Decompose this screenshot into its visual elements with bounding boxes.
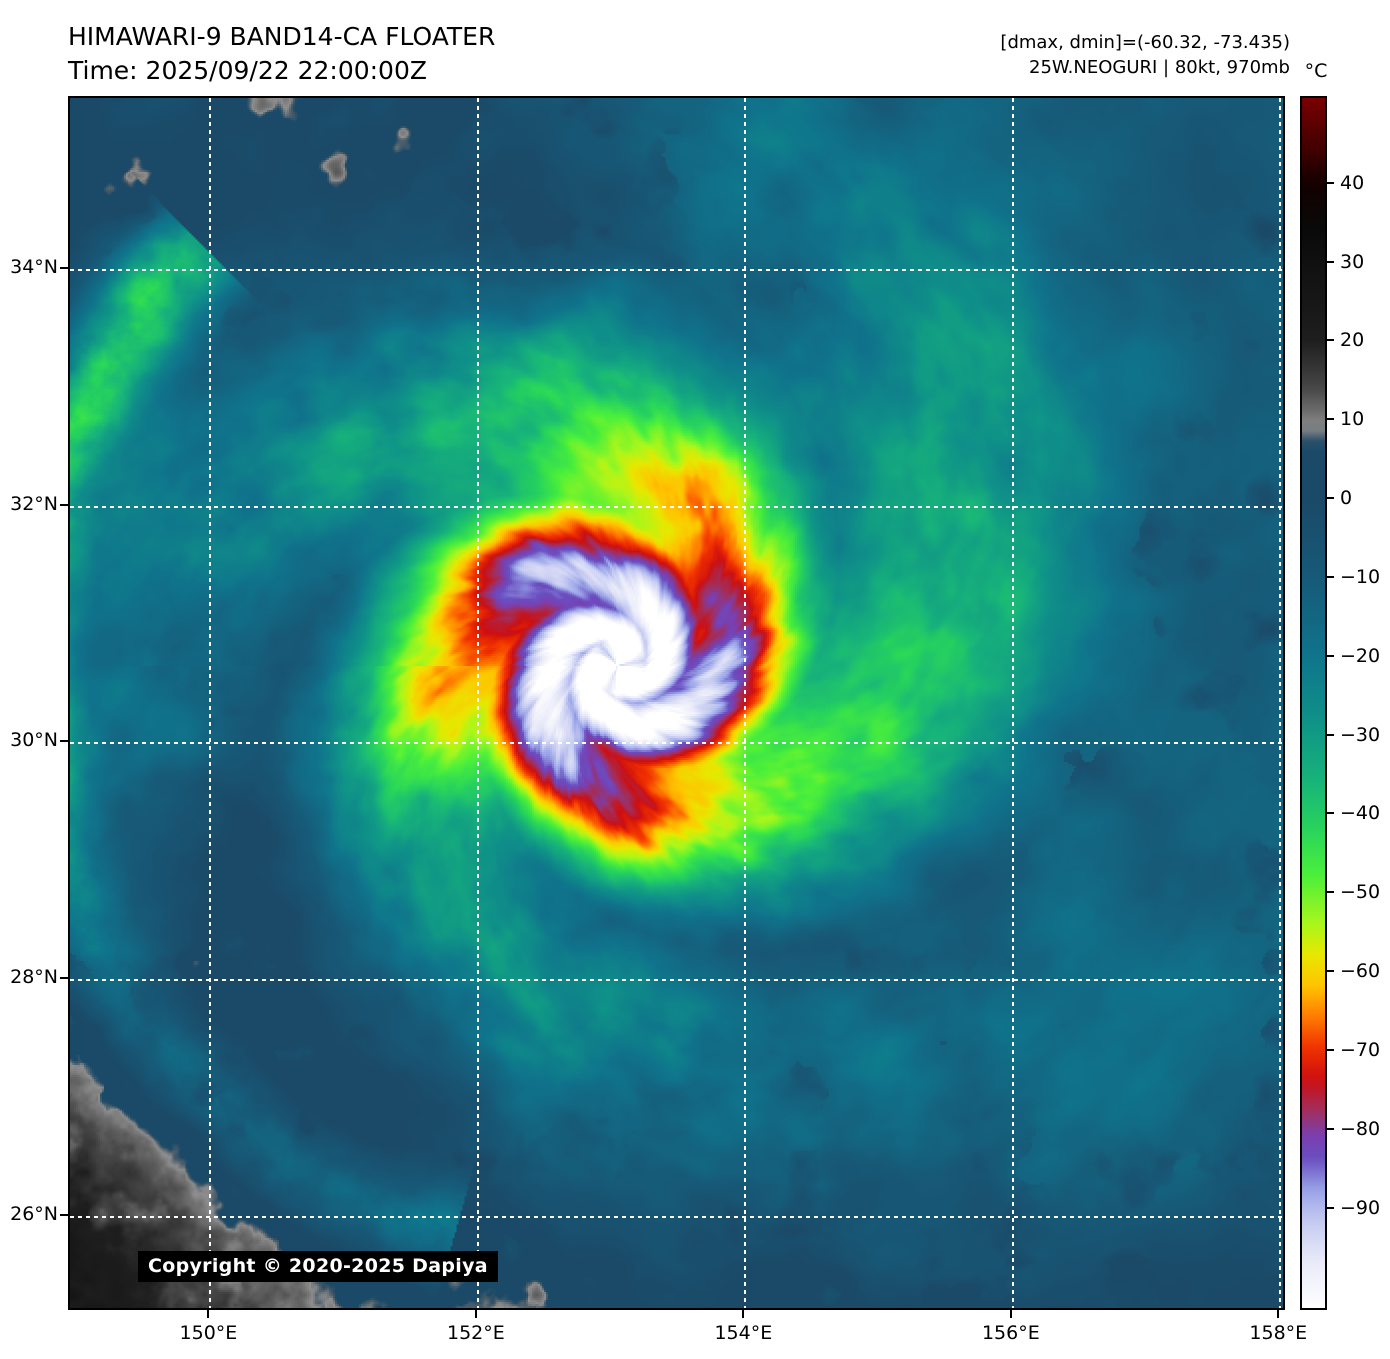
colorbar-tick-label: 30 <box>1340 250 1365 273</box>
colorbar-tick-label: −60 <box>1340 960 1381 983</box>
colorbar[interactable] <box>1300 96 1327 1310</box>
lat-tick-label: 34°N <box>10 255 58 278</box>
colorbar-tick-mark <box>1327 497 1334 500</box>
lon-tick-label: 152°E <box>447 1322 505 1344</box>
lat-tick-label: 28°N <box>10 966 58 989</box>
lat-tick-mark <box>60 1214 68 1217</box>
lon-tick-mark <box>1277 1310 1280 1318</box>
satellite-imagery-canvas <box>70 98 1283 1308</box>
colorbar-tick-label: 0 <box>1340 487 1353 510</box>
colorbar-tick-mark <box>1327 260 1334 263</box>
colorbar-tick-mark <box>1327 1127 1334 1130</box>
header-right: [dmax, dmin]=(-60.32, -73.435) 25W.NEOGU… <box>1000 30 1290 80</box>
colorbar-tick-label: −30 <box>1340 723 1381 746</box>
colorbar-unit-label: °C <box>1304 60 1328 82</box>
colorbar-tick-label: 20 <box>1340 329 1365 352</box>
colorbar-tick-mark <box>1327 181 1334 184</box>
lon-tick-label: 156°E <box>981 1322 1040 1344</box>
colorbar-tick-mark <box>1327 970 1334 973</box>
colorbar-tick-mark <box>1327 891 1334 894</box>
lat-tick-mark <box>60 266 68 269</box>
copyright-badge: Copyright © 2020-2025 Dapiya <box>138 1251 498 1282</box>
lat-tick-label: 30°N <box>10 729 58 752</box>
lat-tick-label: 26°N <box>10 1203 58 1226</box>
timestamp: Time: 2025/09/22 22:00:00Z <box>68 56 427 85</box>
colorbar-tick-mark <box>1327 1048 1334 1051</box>
lon-tick-label: 158°E <box>1249 1322 1308 1344</box>
colorbar-tick-label: −80 <box>1340 1117 1381 1140</box>
dminmax-readout: [dmax, dmin]=(-60.32, -73.435) <box>1000 32 1290 53</box>
lat-tick-mark <box>60 740 68 743</box>
colorbar-tick-label: 40 <box>1340 171 1365 194</box>
colorbar-gradient <box>1300 96 1327 1310</box>
lat-tick-mark <box>60 977 68 980</box>
lon-tick-mark <box>742 1310 745 1318</box>
colorbar-tick-mark <box>1327 812 1334 815</box>
lat-tick-mark <box>60 503 68 506</box>
colorbar-tick-mark <box>1327 339 1334 342</box>
colorbar-tick-label: −90 <box>1340 1196 1381 1219</box>
lon-tick-label: 154°E <box>714 1322 773 1344</box>
colorbar-tick-mark <box>1327 575 1334 578</box>
colorbar-tick-mark <box>1327 418 1334 421</box>
colorbar-tick-mark <box>1327 654 1334 657</box>
colorbar-tick-label: −50 <box>1340 881 1381 904</box>
lon-tick-mark <box>1009 1310 1012 1318</box>
colorbar-tick-label: −10 <box>1340 565 1381 588</box>
colorbar-tick-label: −20 <box>1340 644 1381 667</box>
lat-tick-label: 32°N <box>10 492 58 515</box>
satellite-image-plot[interactable]: Copyright © 2020-2025 Dapiya <box>68 96 1285 1310</box>
colorbar-tick-mark <box>1327 1206 1334 1209</box>
lon-tick-mark <box>207 1310 210 1318</box>
page-title: HIMAWARI-9 BAND14-CA FLOATER <box>68 22 496 51</box>
colorbar-tick-label: −40 <box>1340 802 1381 825</box>
storm-info: 25W.NEOGURI | 80kt, 970mb <box>1029 57 1290 78</box>
colorbar-tick-label: 10 <box>1340 408 1365 431</box>
lon-tick-label: 150°E <box>179 1322 238 1344</box>
lon-tick-mark <box>474 1310 477 1318</box>
colorbar-tick-label: −70 <box>1340 1038 1381 1061</box>
header-left: HIMAWARI-9 BAND14-CA FLOATER Time: 2025/… <box>68 20 495 88</box>
colorbar-tick-mark <box>1327 733 1334 736</box>
